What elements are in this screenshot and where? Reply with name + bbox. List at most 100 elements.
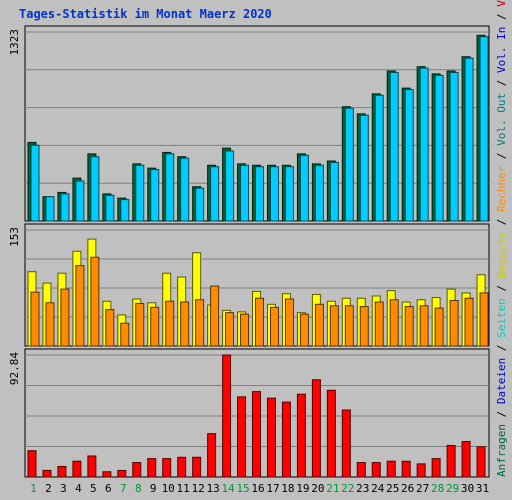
x-tick-label: 7 xyxy=(120,482,127,495)
legend-part: / xyxy=(495,146,508,166)
bar-dateien-day-25 xyxy=(389,71,399,222)
bar-dateien-day-13 xyxy=(210,166,220,222)
bar-volumen-day-5 xyxy=(87,455,97,478)
bar-rechner-day-6 xyxy=(105,309,115,347)
x-tick-label: 6 xyxy=(105,482,112,495)
x-tick-label: 16 xyxy=(251,482,264,495)
bar-volumen-day-16 xyxy=(252,391,262,478)
bar-volumen-day-9 xyxy=(147,458,157,478)
bar-volumen-day-27 xyxy=(416,463,426,478)
x-tick-label: 8 xyxy=(135,482,142,495)
bar-dateien-day-9 xyxy=(150,169,160,222)
legend-part: Anfragen xyxy=(495,424,508,477)
x-axis-day-labels: 1 2 3 4 5 6 7 8 9 10 11 12 13 14 15 16 17 18 19 20 21 22 23 24 2… xyxy=(30,482,489,495)
volume-panel-axis-max-label: 92.84 xyxy=(8,352,21,385)
bar-dateien-day-6 xyxy=(105,194,115,222)
x-tick-label: 17 xyxy=(266,482,279,495)
bar-rechner-day-1 xyxy=(30,291,40,347)
bar-dateien-day-5 xyxy=(90,156,100,222)
legend-part: / xyxy=(495,404,508,424)
legend-part: Vol. Out xyxy=(495,93,508,146)
bar-volumen-day-15 xyxy=(237,396,247,478)
bar-volumen-day-28 xyxy=(431,458,441,478)
bar-volumen-day-12 xyxy=(192,456,202,478)
visits-panel-axis-max-label: 153 xyxy=(8,227,21,247)
bar-rechner-day-31 xyxy=(479,292,489,347)
x-tick-label: 28 xyxy=(431,482,444,495)
bar-dateien-day-3 xyxy=(60,193,70,222)
bar-dateien-day-17 xyxy=(269,166,279,222)
x-tick-label: 19 xyxy=(296,482,309,495)
legend-part: Rechner xyxy=(495,165,508,212)
bar-rechner-day-29 xyxy=(449,300,459,347)
bar-dateien-day-14 xyxy=(225,150,235,222)
x-tick-label: 27 xyxy=(416,482,429,495)
x-tick-label: 1 xyxy=(30,482,37,495)
bar-dateien-day-19 xyxy=(299,154,309,222)
bar-rechner-day-13 xyxy=(210,285,220,347)
legend-part: Volumen xyxy=(495,0,508,7)
bar-rechner-day-24 xyxy=(374,301,384,347)
bar-dateien-day-23 xyxy=(359,114,369,222)
bar-dateien-day-28 xyxy=(434,74,444,222)
bar-dateien-day-31 xyxy=(479,36,489,222)
bar-volumen-day-3 xyxy=(57,465,67,478)
legend-part: / xyxy=(495,278,508,298)
x-tick-label: 13 xyxy=(206,482,219,495)
bar-rechner-day-17 xyxy=(269,306,279,347)
bar-rechner-day-14 xyxy=(225,312,235,347)
legend-part: Besuche xyxy=(495,232,508,278)
bar-volumen-day-25 xyxy=(386,460,396,478)
bar-rechner-day-4 xyxy=(75,265,85,347)
x-tick-label: 30 xyxy=(461,482,474,495)
bar-rechner-day-15 xyxy=(240,313,250,347)
bar-dateien-day-4 xyxy=(75,180,85,222)
bar-dateien-day-8 xyxy=(135,164,145,222)
chart-panels: 1323 153 92.84 xyxy=(8,25,490,478)
x-tick-label: 22 xyxy=(341,482,354,495)
bar-dateien-day-22 xyxy=(344,107,354,222)
bar-volumen-day-13 xyxy=(207,433,217,478)
legend-part: / xyxy=(495,7,508,27)
x-tick-label: 15 xyxy=(236,482,249,495)
bar-rechner-day-5 xyxy=(90,256,100,347)
bar-dateien-day-16 xyxy=(255,166,265,222)
bar-dateien-day-29 xyxy=(449,71,459,222)
bar-volumen-day-2 xyxy=(42,469,52,478)
x-tick-label: 29 xyxy=(446,482,459,495)
bar-volumen-day-29 xyxy=(446,444,456,478)
x-tick-label: 24 xyxy=(371,482,385,495)
x-tick-label: 9 xyxy=(150,482,157,495)
bar-dateien-day-7 xyxy=(120,199,130,222)
x-tick-label: 31 xyxy=(476,482,489,495)
hits-panel-axis-max-label: 1323 xyxy=(8,29,21,56)
x-tick-label: 10 xyxy=(162,482,175,495)
bar-dateien-day-30 xyxy=(464,57,474,222)
bar-volumen-day-24 xyxy=(371,462,381,478)
bar-rechner-day-2 xyxy=(45,302,55,347)
legend-part: / xyxy=(495,338,508,358)
bar-rechner-day-23 xyxy=(359,306,369,347)
bar-volumen-day-7 xyxy=(117,469,127,478)
bar-dateien-day-24 xyxy=(374,94,384,222)
bar-volumen-day-19 xyxy=(296,393,306,478)
bar-volumen-day-11 xyxy=(177,456,187,478)
bar-volumen-day-4 xyxy=(72,460,82,478)
bar-rechner-day-30 xyxy=(464,297,474,347)
bar-rechner-day-3 xyxy=(60,288,70,347)
legend-part: Dateien xyxy=(495,358,508,404)
bar-rechner-day-27 xyxy=(419,305,429,347)
bar-dateien-day-12 xyxy=(195,187,205,222)
bar-rechner-day-19 xyxy=(299,313,309,347)
bar-rechner-day-21 xyxy=(329,305,339,347)
x-tick-label: 25 xyxy=(386,482,399,495)
chart-title: Tages-Statistik im Monat Maerz 2020 xyxy=(19,7,272,21)
bar-dateien-day-1 xyxy=(30,144,40,222)
bar-dateien-day-15 xyxy=(240,164,250,222)
bar-dateien-day-27 xyxy=(419,67,429,222)
bar-volumen-day-1 xyxy=(27,450,37,478)
x-tick-label: 4 xyxy=(75,482,82,495)
hits-panel: 1323 xyxy=(8,25,490,222)
bar-volumen-day-22 xyxy=(341,409,351,478)
